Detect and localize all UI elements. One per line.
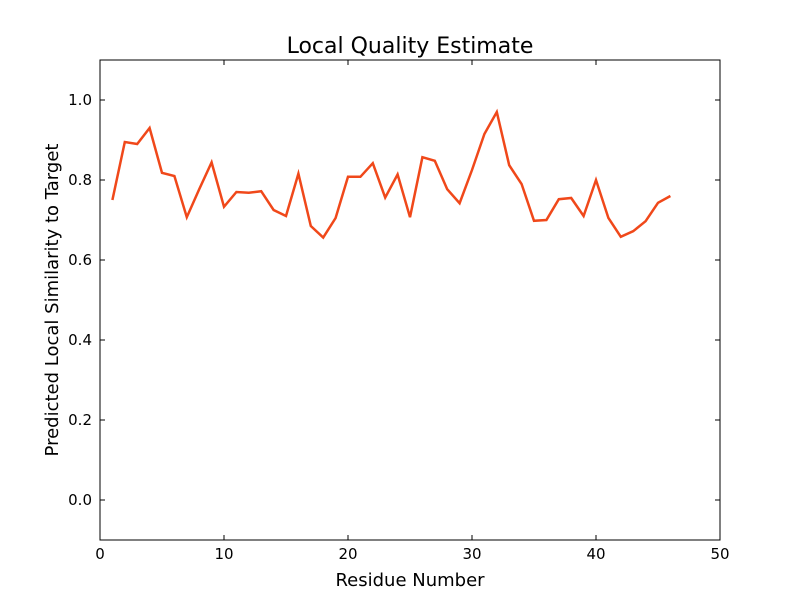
x-tick-label: 10 <box>214 545 233 563</box>
series-line <box>111 108 672 240</box>
y-axis-label: Predicted Local Similarity to Target <box>42 144 63 457</box>
x-tick-label: 30 <box>462 545 481 563</box>
x-tick-label: 50 <box>710 545 729 563</box>
plot-frame <box>99 59 721 541</box>
chart-title: Local Quality Estimate <box>287 34 534 59</box>
y-tick-label: 0.2 <box>68 411 92 429</box>
x-tick-label: 0 <box>95 545 105 563</box>
x-tick-label: 40 <box>586 545 605 563</box>
y-tick-label: 0.8 <box>68 171 92 189</box>
x-axis-label: Residue Number <box>335 570 485 591</box>
series-layer <box>111 108 672 240</box>
y-tick-label: 0.6 <box>68 251 92 269</box>
y-tick-label: 0.4 <box>68 331 92 349</box>
y-tick-label: 0.0 <box>68 491 92 509</box>
plot-background <box>100 60 720 540</box>
ticks-layer: 0 10 20 30 40 50 0.0 0.2 0.4 0.6 0.8 1.0 <box>68 60 730 563</box>
y-tick-label: 1.0 <box>68 91 92 109</box>
x-tick-label: 20 <box>338 545 357 563</box>
